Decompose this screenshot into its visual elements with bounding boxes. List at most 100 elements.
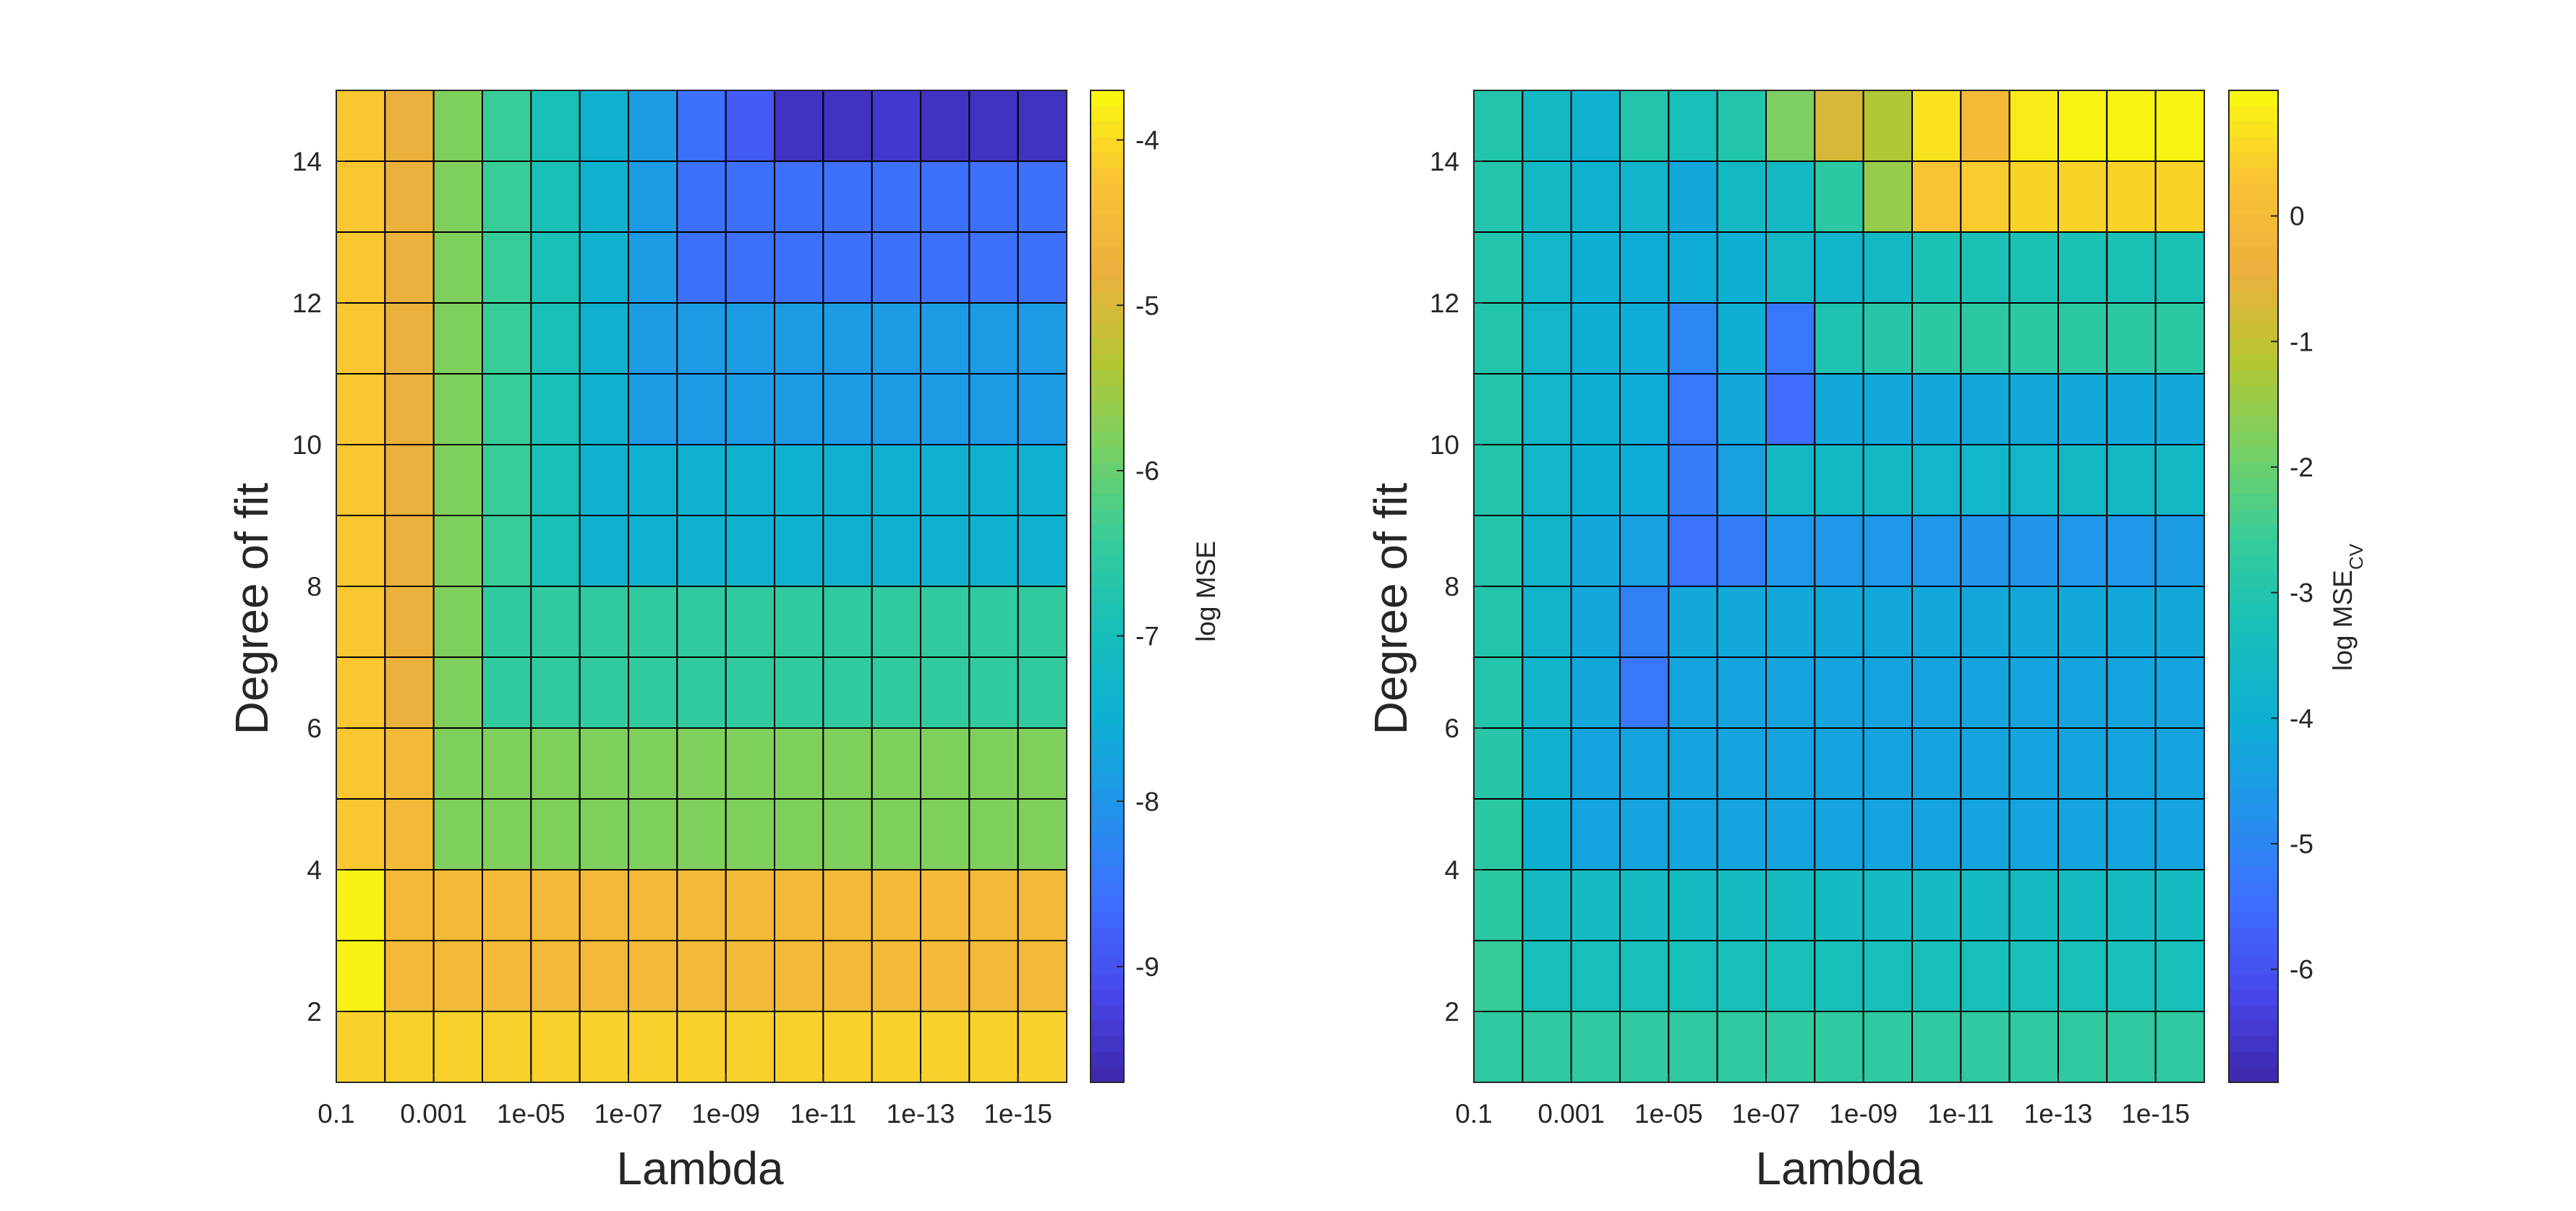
heatmap-cell: [1765, 515, 1816, 587]
heatmap-cell: [871, 302, 921, 375]
heatmap-cell: [676, 586, 727, 658]
heatmap-cell: [432, 231, 484, 304]
heatmap-cell: [1862, 515, 1914, 587]
colorbar-segment: [1091, 881, 1124, 897]
colorbar-segment: [2229, 725, 2278, 742]
heatmap-cell: [676, 869, 727, 941]
heatmap-cell: [871, 231, 921, 304]
colorbar-tick-label: 0: [2290, 202, 2305, 231]
colorbar-segment: [2229, 291, 2278, 308]
heatmap-cell: [725, 798, 776, 870]
colorbar-segment: [2229, 664, 2278, 680]
heatmap-cell: [676, 302, 727, 375]
colorbar-segment: [1091, 741, 1124, 758]
heatmap-cell: [1911, 940, 1962, 1012]
heatmap-cell: [482, 161, 532, 233]
colorbar-segment: [2229, 447, 2278, 463]
colorbar-segment: [2229, 710, 2278, 727]
heatmap-cell: [1911, 869, 1962, 941]
heatmap-cell: [336, 515, 386, 587]
heatmap-cell: [1473, 1011, 1524, 1083]
heatmap-cell: [384, 1011, 435, 1083]
heatmap-cell: [384, 940, 435, 1012]
x-tick-label: 1e-13: [2024, 1099, 2093, 1129]
colorbar-segment: [2229, 260, 2278, 277]
heatmap-cell: [725, 656, 776, 729]
heatmap-cell: [1619, 656, 1670, 729]
y-tick-label: 10: [292, 430, 322, 460]
x-axis-label-2: Lambda: [1755, 1142, 1923, 1194]
heatmap-cell: [920, 231, 971, 304]
colorbar-segment: [2229, 1051, 2278, 1068]
heatmap-cell: [2057, 444, 2108, 516]
colorbar-segment: [2229, 958, 2278, 975]
heatmap-cell: [384, 515, 435, 587]
heatmap-cell: [628, 444, 678, 516]
heatmap-cell: [822, 515, 873, 587]
heatmap-cell: [1473, 444, 1524, 516]
heatmap-cell: [1522, 1011, 1572, 1083]
heatmap-cell: [2154, 90, 2206, 162]
x-tick-label: 1e-05: [497, 1099, 566, 1129]
y-tick-label: 14: [292, 147, 322, 176]
heatmap-cell: [1960, 373, 2010, 445]
heatmap-cell: [530, 302, 581, 375]
heatmap-cell: [774, 869, 824, 941]
heatmap-cell: [628, 1011, 678, 1083]
colorbar-tick-label: -4: [2290, 703, 2313, 733]
heatmap-cell: [1862, 798, 1914, 870]
x-tick-label: 0.1: [317, 1099, 354, 1129]
heatmap-cell: [1570, 373, 1621, 445]
heatmap-cell: [1716, 1011, 1767, 1083]
heatmap-cell: [871, 161, 921, 233]
heatmap-cell: [2057, 515, 2108, 587]
heatmap-cell: [871, 798, 921, 870]
heatmap-cell: [1911, 90, 1962, 162]
y-tick-label: 12: [292, 288, 322, 318]
colorbar-segment: [1091, 524, 1124, 541]
heatmap-cell: [2106, 444, 2157, 516]
heatmap-cell: [384, 444, 435, 516]
heatmap-cell: [1017, 161, 1067, 233]
heatmap-cell: [2008, 302, 2060, 375]
heatmap-cell: [336, 231, 386, 304]
heatmap-cell: [968, 161, 1019, 233]
colorbar-frame: [2228, 90, 2279, 1083]
heatmap-cell: [1814, 515, 1864, 587]
heatmap-cell: [1960, 656, 2010, 729]
colorbar-segment: [2229, 369, 2278, 385]
heatmap-cell: [1862, 1011, 1914, 1083]
colorbar-segment: [2229, 229, 2278, 246]
colorbar-segment: [1091, 973, 1124, 990]
colorbar-segment: [1091, 199, 1124, 215]
heatmap-cell: [1017, 515, 1067, 587]
heatmap-cell: [1765, 373, 1816, 445]
heatmap-cell: [1911, 1011, 1962, 1083]
heatmap-cell: [1716, 727, 1767, 800]
heatmap-cell: [725, 231, 776, 304]
heatmap-cell: [1522, 869, 1572, 941]
heatmap-cell: [822, 586, 873, 658]
colorbar-segment: [2229, 245, 2278, 262]
heatmap-cell: [2057, 727, 2108, 800]
x-tick-label: 1e-09: [691, 1099, 760, 1129]
heatmap-cell: [1765, 727, 1816, 800]
heatmap-cell: [2154, 1011, 2206, 1083]
heatmap-cell: [482, 302, 532, 375]
heatmap-cell: [1522, 444, 1572, 516]
x-tick-label: 1e-05: [1634, 1099, 1703, 1129]
heatmap-cell: [871, 727, 921, 800]
heatmap-cell: [1668, 515, 1718, 587]
heatmap-cell: [725, 515, 776, 587]
colorbar-segment: [2229, 570, 2278, 587]
heatmap-cell: [628, 161, 678, 233]
heatmap-cell: [628, 231, 678, 304]
heatmap-cell: [530, 515, 581, 587]
heatmap-cell: [384, 656, 435, 729]
colorbar-segment: [2229, 385, 2278, 401]
heatmap-cell: [968, 1011, 1019, 1083]
heatmap-cell: [1960, 444, 2010, 516]
heatmap-cell: [676, 727, 727, 800]
heatmap-cell: [822, 302, 873, 375]
heatmap-cell: [482, 90, 532, 162]
